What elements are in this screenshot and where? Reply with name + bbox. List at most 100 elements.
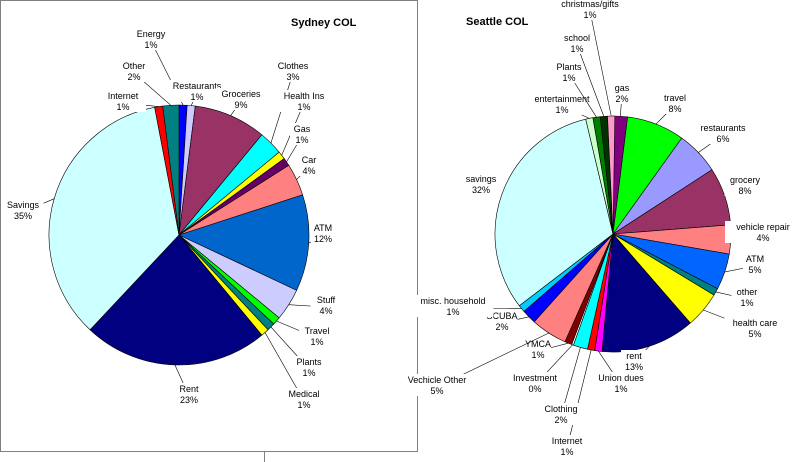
- sydney-label-restaurants: Restaurants: [173, 81, 222, 91]
- seattle-label-bg-union-dues: [593, 372, 649, 394]
- sydney-label-bg-travel: [299, 325, 335, 347]
- sydney-pct-atm: 12%: [314, 234, 332, 244]
- seattle-chart-title: Seattle COL: [466, 16, 529, 28]
- sydney-label-bg-atm: [311, 222, 335, 244]
- seattle-label-atm: ATM: [746, 254, 764, 264]
- sydney-slices: [48, 104, 310, 366]
- seattle-label-entertainment: entertainment: [534, 94, 590, 104]
- sydney-label-car: Car: [302, 155, 317, 165]
- sydney-label-bg-restaurants: [166, 80, 228, 102]
- seattle-label-plants: Plants: [556, 62, 582, 72]
- seattle-pct-atm: 5%: [748, 265, 761, 275]
- sydney-label-stuff: Stuff: [317, 295, 336, 305]
- sydney-chart-title: Sydney COL: [291, 17, 357, 29]
- sydney-label-bg-gas: [290, 123, 314, 145]
- seattle-label-bg-vechicle-other: [399, 374, 475, 396]
- seattle-slices: [494, 115, 732, 353]
- sydney-label-bg-stuff: [310, 294, 342, 316]
- seattle-label-health-care: health care: [733, 318, 778, 328]
- seattle-label-bg-vehicle-repair: [725, 221, 800, 243]
- seattle-label-bg-christmas-gifts: [549, 0, 631, 20]
- seattle-label-bg-savings: [460, 173, 502, 195]
- seattle-label-grocery: grocery: [730, 175, 761, 185]
- sydney-label-bg-medical: [283, 388, 325, 410]
- sydney-pct-other: 2%: [127, 72, 140, 82]
- sydney-label-clothes: Clothes: [278, 61, 309, 71]
- sydney-pct-restaurants: 1%: [190, 92, 203, 102]
- seattle-label-bg-entertainment: [526, 93, 598, 115]
- sydney-label-groceries: Groceries: [221, 89, 261, 99]
- seattle-label-gas: gas: [615, 83, 630, 93]
- seattle-leader-school: [576, 44, 605, 117]
- seattle-label-bg-scuba: [486, 310, 518, 332]
- seattle-label-scuba: SCUBA: [486, 311, 517, 321]
- seattle-label-clothing: Clothing: [544, 404, 577, 414]
- seattle-label-other: other: [737, 287, 758, 297]
- seattle-pct-rent: 13%: [625, 362, 643, 372]
- seattle-col-chart: Seattle COL gas 2% travel 8% restaurants 6% gr…: [399, 0, 800, 462]
- seattle-label-restaurants: restaurants: [700, 123, 746, 133]
- seattle-pct-scuba: 2%: [495, 322, 508, 332]
- sydney-pct-travel: 1%: [310, 337, 323, 347]
- sydney-col-chart: Sydney COL Energy 1% Restaurants 1% Grocerie…: [0, 0, 418, 452]
- seattle-label-bg-rent: [621, 350, 647, 372]
- seattle-pct-entertainment: 1%: [555, 105, 568, 115]
- sydney-pct-gas: 1%: [295, 135, 308, 145]
- seattle-label-travel: travel: [664, 93, 686, 103]
- seattle-label-christmas-gifts: christmas/gifts: [561, 0, 619, 9]
- sydney-label-savings: Savings: [7, 200, 40, 210]
- seattle-pct-clothing: 2%: [554, 415, 567, 425]
- seattle-label-bg-restaurants: [692, 122, 754, 144]
- sydney-label-bg-rent: [176, 383, 202, 405]
- seattle-slice-christmas-gifts: [607, 115, 616, 235]
- seattle-label-bg-internet: [544, 435, 590, 457]
- sydney-label-medical: Medical: [288, 389, 319, 399]
- sydney-label-bg-clothes: [272, 60, 314, 82]
- seattle-pct-vechicle-other: 5%: [430, 386, 443, 396]
- sydney-pct-internet: 1%: [116, 102, 129, 112]
- seattle-pct-other: 1%: [740, 298, 753, 308]
- sydney-pct-savings: 35%: [14, 211, 32, 221]
- seattle-label-rent: rent: [626, 351, 642, 361]
- sydney-label-bg-other: [118, 60, 150, 82]
- seattle-pct-misc-household: 1%: [446, 307, 459, 317]
- sydney-label-bg-plants: [291, 356, 327, 378]
- seattle-label-investment: Investment: [513, 373, 558, 383]
- seattle-label-bg-school: [559, 32, 595, 54]
- seattle-pct-gas: 2%: [615, 94, 628, 104]
- seattle-label-vehicle-repair: vehicle repair: [736, 222, 790, 232]
- seattle-pct-travel: 8%: [668, 104, 681, 114]
- seattle-pct-vehicle-repair: 4%: [756, 233, 769, 243]
- seattle-label-bg-clothing: [538, 403, 584, 425]
- sydney-label-gas: Gas: [294, 124, 311, 134]
- sydney-slice-savings: [48, 106, 180, 331]
- sydney-label-other: Other: [123, 61, 146, 71]
- axis-tick: [264, 452, 265, 462]
- seattle-pct-grocery: 8%: [738, 186, 751, 196]
- seattle-label-savings: savings: [466, 174, 497, 184]
- seattle-pct-restaurants: 6%: [716, 134, 729, 144]
- seattle-label-bg-misc-household: [412, 295, 494, 317]
- sydney-label-internet: Internet: [108, 91, 139, 101]
- sydney-pct-plants: 1%: [302, 368, 315, 378]
- seattle-label-misc-household: misc. household: [420, 296, 485, 306]
- seattle-slice-savings: [494, 118, 614, 307]
- seattle-label-union-dues: Union dues: [598, 373, 644, 383]
- seattle-label-bg-atm: [743, 253, 767, 275]
- seattle-slice-rent: [601, 233, 691, 353]
- seattle-pct-union-dues: 1%: [614, 384, 627, 394]
- sydney-label-bg-internet: [100, 90, 146, 112]
- sydney-pct-stuff: 4%: [319, 306, 332, 316]
- sydney-label-rent: Rent: [179, 384, 199, 394]
- sydney-pct-medical: 1%: [297, 400, 310, 410]
- seattle-label-bg-plants: [551, 61, 587, 83]
- seattle-pct-plants: 1%: [562, 73, 575, 83]
- sydney-label-health-ins: Health Ins: [284, 91, 325, 101]
- seattle-label-vechicle-other: Vechicle Other: [408, 375, 467, 385]
- seattle-leader-christmas-gifts: [589, 10, 612, 117]
- seattle-label-bg-investment: [507, 372, 563, 394]
- sydney-label-bg-health-ins: [276, 90, 332, 112]
- seattle-pct-internet: 1%: [560, 447, 573, 457]
- seattle-label-bg-travel: [657, 92, 693, 114]
